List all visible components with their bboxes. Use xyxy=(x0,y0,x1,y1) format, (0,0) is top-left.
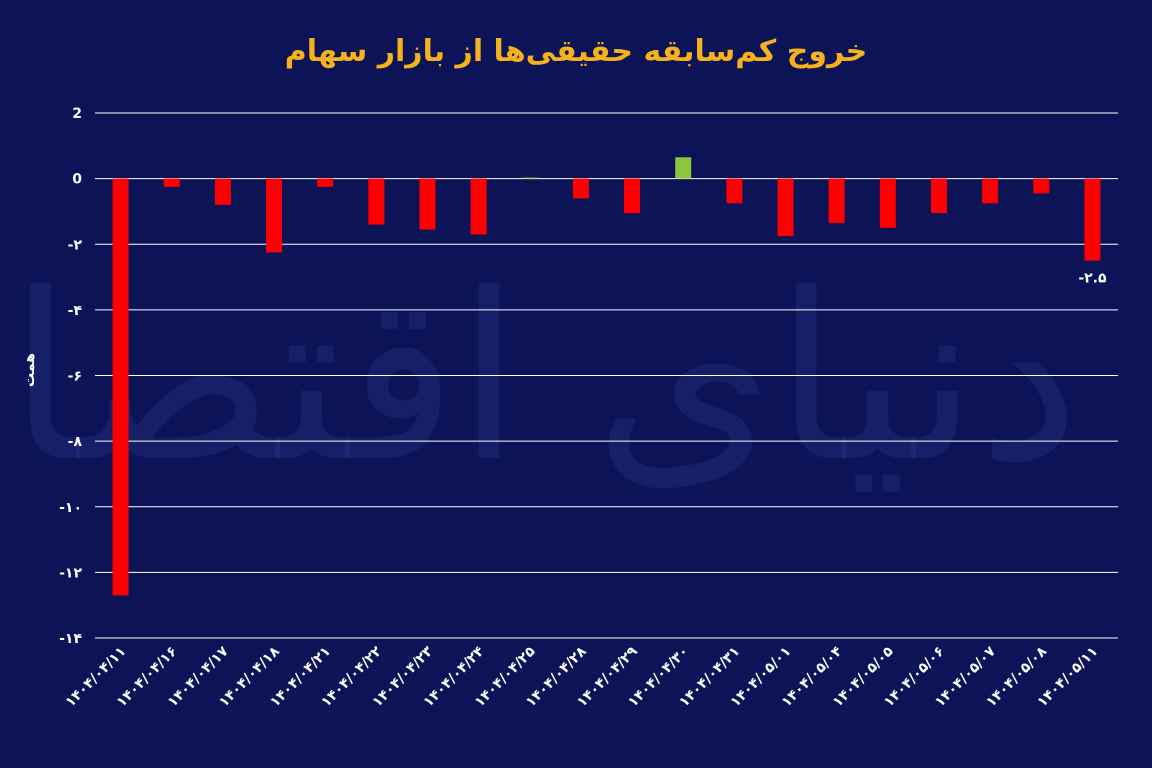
bar xyxy=(470,178,487,235)
y-tick-label: -۴ xyxy=(68,303,83,319)
chart-title: خروج کم‌سابقه حقیقی‌ها از بازار سهام xyxy=(284,34,868,69)
bar xyxy=(419,178,436,230)
y-tick-label: -۱۴ xyxy=(59,631,82,647)
bar xyxy=(1033,178,1050,194)
bar xyxy=(112,178,129,596)
y-tick-label: -۱۲ xyxy=(59,565,82,581)
y-tick-label: -۸ xyxy=(68,434,83,450)
bar xyxy=(317,178,334,187)
bar xyxy=(163,178,180,187)
y-tick-label: -۶ xyxy=(68,369,82,385)
bar xyxy=(828,178,845,223)
bar xyxy=(368,178,385,225)
bar xyxy=(675,157,692,179)
bar xyxy=(777,178,794,237)
y-tick-label: 2 xyxy=(72,106,82,122)
y-tick-label: 0 xyxy=(72,172,82,188)
bar xyxy=(521,177,538,179)
bar xyxy=(1084,178,1101,261)
y-tick-label: -۱۰ xyxy=(59,500,82,516)
bar xyxy=(982,178,999,204)
data-label: -۲.۵ xyxy=(1078,271,1107,287)
bar xyxy=(879,178,896,228)
y-tick-label: -۲ xyxy=(68,237,83,253)
bar xyxy=(930,178,947,214)
bar xyxy=(214,178,231,205)
bar xyxy=(726,178,743,204)
bar xyxy=(572,178,589,199)
bar xyxy=(624,178,641,214)
bar xyxy=(266,178,283,253)
